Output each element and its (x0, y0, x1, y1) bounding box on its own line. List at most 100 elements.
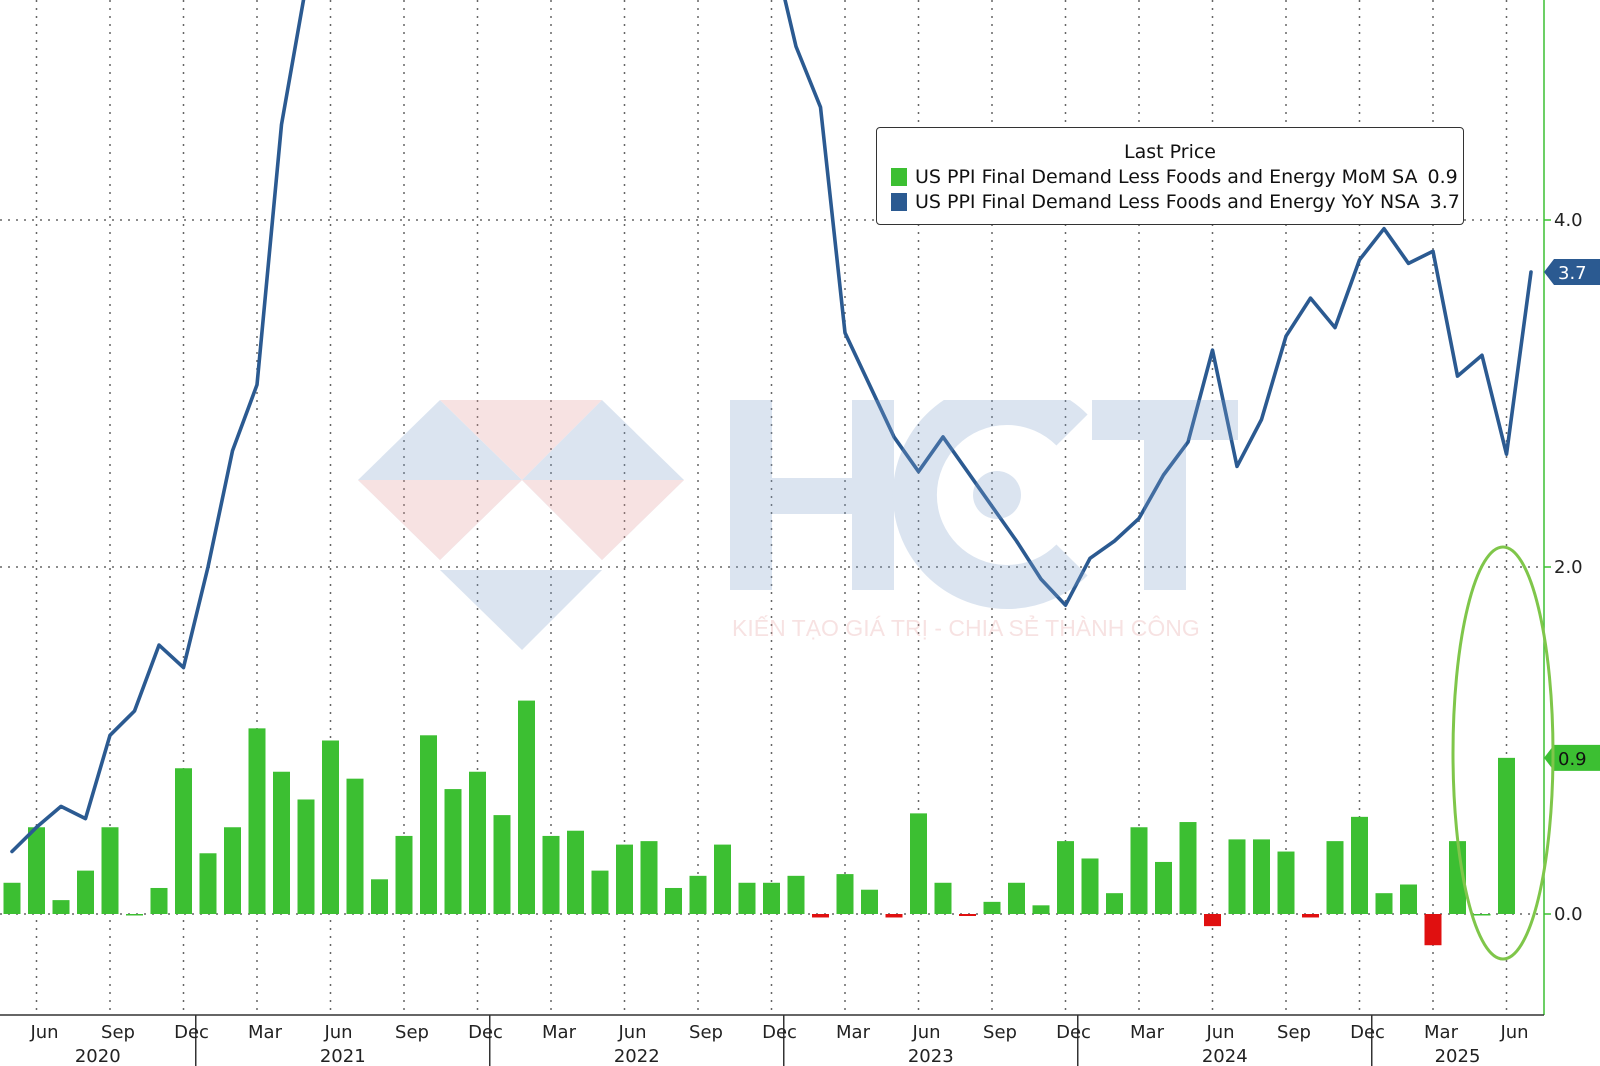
mom-bar (1081, 858, 1099, 914)
x-tick-label: Jun (1205, 1022, 1234, 1043)
x-tick-label: Mar (836, 1022, 871, 1043)
mom-bar (493, 815, 511, 914)
mom-bar (1057, 841, 1074, 914)
highlight-ellipse (1451, 545, 1555, 961)
mom-bar (346, 778, 364, 914)
x-tick-label: Mar (1130, 1022, 1165, 1043)
x-tick-label: Sep (395, 1022, 429, 1043)
yoy-last-value-tag-bg (1544, 259, 1600, 286)
legend-label-yoy: US PPI Final Demand Less Foods and Energ… (915, 190, 1420, 213)
mom-bar (371, 879, 388, 914)
mom-bar (101, 827, 119, 914)
x-tick-label: Sep (1277, 1022, 1311, 1043)
mom-bars (3, 700, 1515, 946)
x-tick-label: Dec (762, 1022, 797, 1043)
mom-bar (322, 740, 339, 914)
mom-bar (567, 830, 584, 914)
x-tick-label: Jun (323, 1022, 352, 1043)
legend-entry-mom: US PPI Final Demand Less Foods and Energ… (877, 164, 1463, 189)
mom-bar (126, 914, 143, 916)
x-tick-label: Jun (29, 1022, 58, 1043)
mom-bar (1277, 851, 1295, 914)
yoy-line (10, 0, 1533, 854)
x-tick-label: Jun (1499, 1022, 1528, 1043)
mom-last-value-tag-text: 0.9 (1558, 749, 1587, 770)
x-tick-label: Dec (174, 1022, 209, 1043)
mom-bar (518, 700, 535, 914)
mom-bar (224, 827, 241, 914)
legend-title: Last Price (1124, 141, 1216, 163)
x-tick-label: Mar (1424, 1022, 1459, 1043)
mom-bar (297, 799, 315, 914)
mom-bar (983, 901, 1001, 914)
legend-value-mom: 0.9 (1427, 165, 1458, 188)
mom-bar (469, 771, 486, 914)
mom-bar (1155, 861, 1172, 914)
x-tick-label: Sep (689, 1022, 723, 1043)
mom-bar (640, 841, 658, 914)
mom-bar (591, 870, 609, 914)
tick-labels: 0.02.04.06.08.010.0JunSepDecMarJunSepDec… (29, 210, 1583, 1066)
mom-bar (77, 870, 94, 914)
mom-bar (934, 882, 952, 914)
year-label: 2025 (1435, 1046, 1481, 1066)
x-tick-label: Dec (1350, 1022, 1385, 1043)
mom-bar (1400, 884, 1417, 914)
mom-bar (420, 735, 437, 914)
mom-bar (763, 882, 780, 914)
mom-bar (542, 835, 560, 914)
mom-bar (1375, 893, 1393, 914)
x-tick-label: Sep (101, 1022, 135, 1043)
mom-bar (738, 882, 756, 914)
mom-bar (665, 887, 682, 914)
year-label: 2020 (75, 1046, 121, 1066)
mom-bar (689, 875, 707, 914)
mom-bar (1008, 882, 1025, 914)
mom-bar (910, 813, 927, 914)
mom-bar (248, 728, 266, 914)
mom-bar (175, 768, 192, 914)
mom-bar (1473, 914, 1491, 916)
x-tick-label: Mar (248, 1022, 283, 1043)
mom-bar (1032, 905, 1050, 914)
x-tick-label: Jun (617, 1022, 646, 1043)
mom-bar (1204, 914, 1221, 927)
mom-bar (861, 889, 878, 914)
mom-bar (836, 874, 854, 914)
x-tick-label: Jun (911, 1022, 940, 1043)
mom-bar (1253, 839, 1270, 914)
y-tick-label: 2.0 (1554, 557, 1583, 578)
mom-bar (1228, 839, 1246, 914)
mom-bar (52, 900, 70, 914)
axes (0, 0, 1551, 1066)
mom-last-value-tag-bg (1544, 744, 1600, 771)
mom-bar (199, 853, 217, 914)
mom-bar (959, 914, 976, 916)
legend: Last Price US PPI Final Demand Less Food… (876, 127, 1464, 225)
legend-entry-yoy: US PPI Final Demand Less Foods and Energ… (877, 189, 1463, 214)
y-tick-label: 0.0 (1554, 904, 1583, 925)
last-value-tags: 3.7 0.9 (1544, 259, 1600, 771)
mom-bar (1302, 914, 1319, 918)
mom-bar (1449, 841, 1466, 914)
mom-bar (1351, 816, 1368, 914)
mom-bar (1106, 893, 1123, 914)
legend-swatch-yoy (891, 192, 907, 211)
x-tick-label: Mar (542, 1022, 577, 1043)
mom-bar (273, 771, 290, 914)
mom-bar (28, 827, 45, 914)
y-tick-label: 4.0 (1554, 210, 1583, 231)
x-tick-label: Dec (1056, 1022, 1091, 1043)
mom-bar (395, 835, 413, 914)
mom-bar (444, 789, 462, 914)
mom-bar (885, 914, 903, 918)
legend-value-yoy: 3.7 (1429, 190, 1460, 213)
mom-bar (1326, 841, 1344, 914)
mom-bar (1498, 757, 1515, 914)
x-tick-label: Dec (468, 1022, 503, 1043)
year-label: 2022 (614, 1046, 660, 1066)
mom-bar (3, 882, 21, 914)
mom-bar (812, 914, 829, 918)
mom-bar (1130, 827, 1148, 914)
mom-bar (1179, 822, 1197, 914)
